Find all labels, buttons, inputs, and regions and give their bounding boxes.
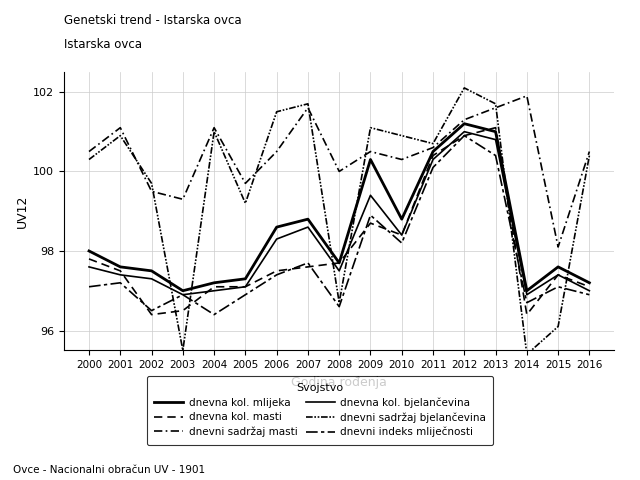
Text: Istarska ovca: Istarska ovca [64,38,142,51]
Text: Genetski trend - Istarska ovca: Genetski trend - Istarska ovca [64,14,242,27]
Text: Ovce - Nacionalni obračun UV - 1901: Ovce - Nacionalni obračun UV - 1901 [13,465,205,475]
X-axis label: Godina rođenja: Godina rođenja [291,376,387,389]
Y-axis label: UV12: UV12 [16,194,29,228]
Legend: dnevna kol. mlijeka, dnevna kol. masti, dnevni sadržaj masti, dnevna kol. bjelan: dnevna kol. mlijeka, dnevna kol. masti, … [147,376,493,444]
